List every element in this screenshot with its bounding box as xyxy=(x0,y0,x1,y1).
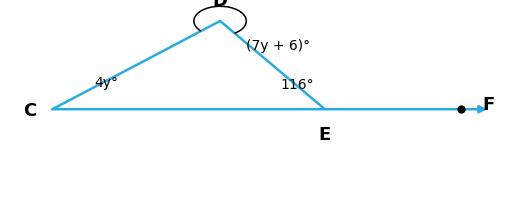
Text: C: C xyxy=(24,102,37,120)
Text: D: D xyxy=(213,0,227,10)
Text: 116°: 116° xyxy=(281,78,314,92)
Text: E: E xyxy=(319,126,331,144)
Text: F: F xyxy=(482,96,494,114)
Text: 4y°: 4y° xyxy=(94,76,118,90)
Text: (7y + 6)°: (7y + 6)° xyxy=(246,39,310,53)
